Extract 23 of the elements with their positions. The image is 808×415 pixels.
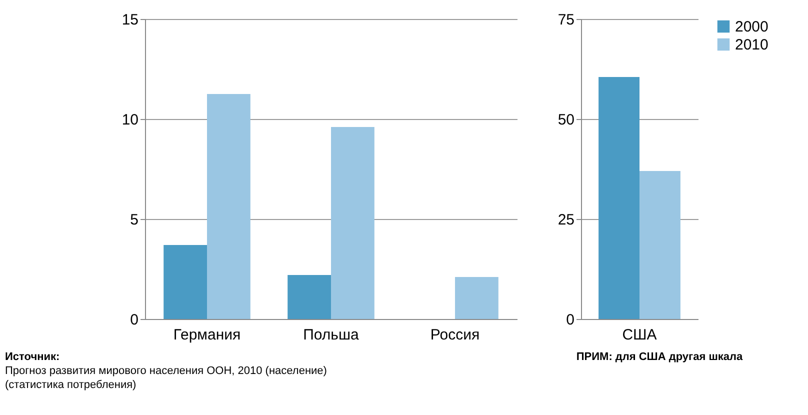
x-tick-label: Германия — [173, 326, 241, 344]
x-tick-label: Польша — [303, 326, 360, 344]
text: ПРИМ: для США другая шкала — [576, 351, 744, 363]
text: Источник: — [5, 351, 60, 363]
legend-label: 2000 — [735, 18, 768, 36]
legend-label: 2010 — [735, 36, 768, 54]
y-tick-label: 0 — [566, 312, 574, 328]
x-tick-label: Россия — [430, 326, 480, 344]
bar — [164, 245, 207, 319]
y-tick-label: 50 — [558, 112, 574, 128]
y-tick-label: 25 — [558, 212, 574, 228]
bar — [288, 275, 331, 319]
x-tick-label: США — [622, 326, 657, 344]
y-tick-label: 5 — [130, 212, 138, 228]
text: Прогноз развития мирового населения ООН, 2010 (население) — [5, 365, 327, 377]
y-tick-label: 0 — [130, 312, 138, 328]
bar — [455, 277, 498, 319]
text: (статистика потребления) — [5, 379, 136, 391]
y-tick-label: 10 — [122, 112, 138, 128]
bar — [331, 127, 374, 319]
bar — [207, 94, 250, 319]
y-tick-label: 75 — [558, 12, 574, 28]
y-tick-label: 15 — [122, 12, 138, 28]
